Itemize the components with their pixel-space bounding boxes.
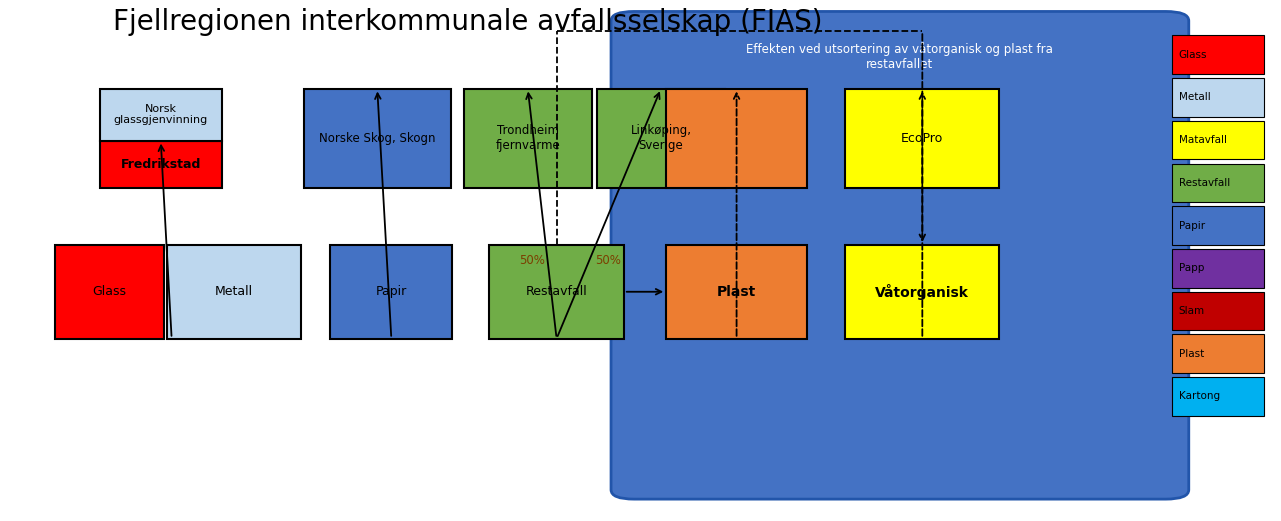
Text: Effekten ved utsortering av våtorganisk og plast fra
restavfallet: Effekten ved utsortering av våtorganisk …: [747, 42, 1053, 71]
FancyBboxPatch shape: [1172, 334, 1264, 373]
Text: Plast: Plast: [1179, 349, 1204, 359]
Text: Fjellregionen interkommunale avfallsselskap (FIAS): Fjellregionen interkommunale avfallssels…: [113, 8, 822, 36]
Text: EcoPro: EcoPro: [902, 132, 943, 144]
FancyBboxPatch shape: [1172, 249, 1264, 288]
FancyBboxPatch shape: [1172, 292, 1264, 330]
FancyBboxPatch shape: [597, 89, 725, 188]
FancyBboxPatch shape: [1172, 206, 1264, 245]
Text: Restavfall: Restavfall: [525, 286, 588, 298]
Text: Metall: Metall: [215, 286, 252, 298]
FancyBboxPatch shape: [611, 11, 1189, 499]
Text: Papir: Papir: [1179, 220, 1204, 231]
FancyBboxPatch shape: [1172, 78, 1264, 117]
Text: 50%: 50%: [596, 254, 621, 267]
Text: Glass: Glass: [92, 286, 127, 298]
Text: Norske Skog, Skogn: Norske Skog, Skogn: [319, 132, 436, 144]
Text: Norsk
glassgjenvinning: Norsk glassgjenvinning: [114, 104, 208, 126]
Text: Restavfall: Restavfall: [1179, 178, 1230, 188]
FancyBboxPatch shape: [330, 245, 452, 339]
Text: Trondheim
fjernvarme: Trondheim fjernvarme: [496, 124, 560, 152]
Text: 50%: 50%: [519, 254, 544, 267]
FancyBboxPatch shape: [55, 245, 164, 339]
FancyBboxPatch shape: [1172, 35, 1264, 74]
FancyBboxPatch shape: [489, 245, 624, 339]
FancyBboxPatch shape: [100, 141, 222, 188]
FancyBboxPatch shape: [1172, 164, 1264, 202]
Text: Plast: Plast: [717, 285, 756, 299]
FancyBboxPatch shape: [845, 245, 999, 339]
Text: Våtorganisk: Våtorganisk: [875, 284, 970, 300]
FancyBboxPatch shape: [304, 89, 451, 188]
Text: Kartong: Kartong: [1179, 391, 1220, 402]
Text: Linkøping,
Sverige: Linkøping, Sverige: [630, 124, 692, 152]
FancyBboxPatch shape: [666, 89, 807, 188]
Text: Papp: Papp: [1179, 263, 1204, 274]
FancyBboxPatch shape: [1172, 121, 1264, 159]
FancyBboxPatch shape: [845, 89, 999, 188]
Text: Metall: Metall: [1179, 92, 1211, 103]
Text: Papir: Papir: [375, 286, 407, 298]
Text: Fredrikstad: Fredrikstad: [120, 158, 201, 170]
Text: Slam: Slam: [1179, 306, 1204, 316]
Text: Matavfall: Matavfall: [1179, 135, 1226, 145]
FancyBboxPatch shape: [464, 89, 592, 188]
FancyBboxPatch shape: [666, 245, 807, 339]
FancyBboxPatch shape: [1172, 377, 1264, 416]
FancyBboxPatch shape: [100, 89, 222, 141]
Text: Glass: Glass: [1179, 49, 1207, 60]
FancyBboxPatch shape: [167, 245, 301, 339]
